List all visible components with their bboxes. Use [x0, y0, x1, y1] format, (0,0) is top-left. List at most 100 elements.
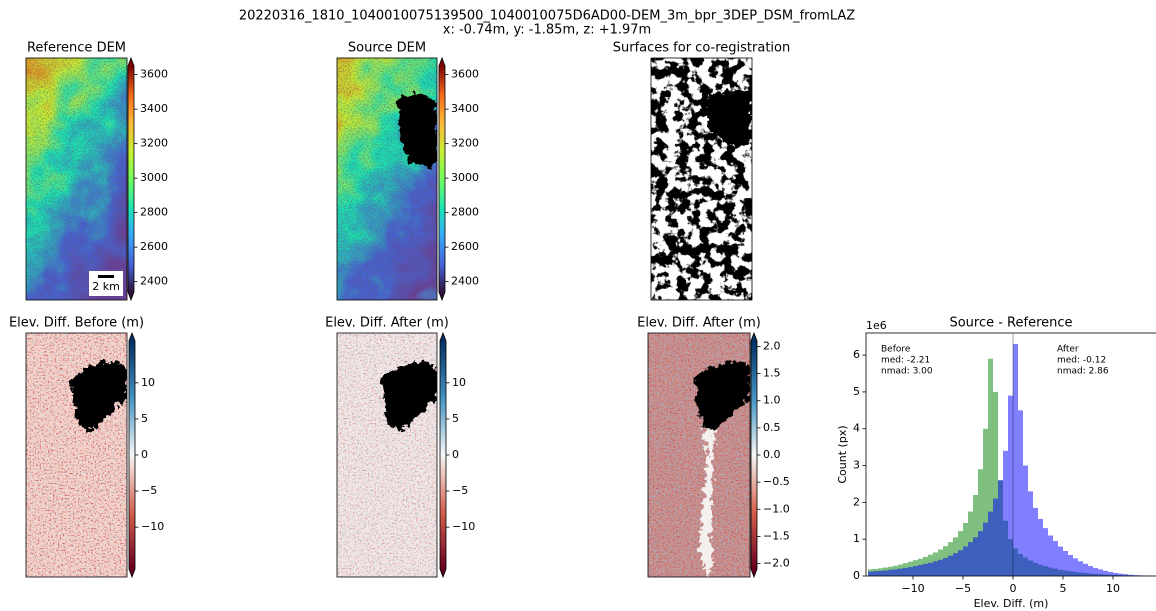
colorbar-tick-label: −5	[141, 484, 157, 497]
histogram-bar	[903, 567, 908, 576]
nodata	[695, 362, 750, 433]
mask-blob	[707, 90, 752, 146]
image	[26, 333, 127, 577]
histogram-bar	[1033, 507, 1038, 576]
x-tick-label: −10	[901, 582, 924, 595]
histogram-bar	[998, 480, 1003, 576]
histogram-bar	[983, 428, 988, 576]
colorbar-extend	[128, 292, 134, 300]
colorbar-tick-label: −1.5	[763, 529, 790, 542]
y-axis-label: Count (px)	[836, 425, 849, 483]
histogram-bar	[1103, 570, 1108, 576]
colorbar-tick-label: 5	[452, 412, 459, 425]
histogram-bar	[933, 561, 938, 576]
colorbar-tick-label: 2.0	[763, 339, 781, 352]
image-frame	[336, 332, 438, 578]
dem-shade	[337, 58, 437, 300]
colorbar-frame	[438, 56, 446, 302]
histogram-bar	[948, 555, 953, 576]
histogram-bar	[883, 570, 888, 576]
plot-area	[868, 333, 1153, 576]
histogram-bar	[908, 567, 913, 576]
colorbar-extend	[439, 58, 445, 66]
x-tick-label: 10	[1106, 582, 1120, 595]
colorbar	[440, 341, 446, 569]
annotation: med: -2.21	[881, 356, 930, 366]
annotation: Before	[881, 345, 911, 355]
colorbar-tick-label: 3600	[451, 68, 479, 81]
annotation: nmad: 3.00	[881, 367, 933, 377]
y-tick-label: 1	[853, 532, 860, 545]
colorbar-tick-label: −10	[141, 520, 164, 533]
colorbar-tick-label: 0	[452, 448, 459, 461]
y-tick-label: 0	[853, 569, 860, 582]
nodata	[382, 362, 437, 433]
scalebar	[98, 275, 114, 278]
histogram-bar	[988, 358, 993, 576]
colorbar-extend	[439, 292, 445, 300]
histogram-bar	[1048, 535, 1053, 576]
axes-frame	[865, 332, 1156, 577]
histogram-bar	[978, 469, 983, 576]
image	[26, 58, 127, 300]
colorbar-extend	[129, 333, 135, 341]
histogram-bar	[893, 569, 898, 576]
colorbar-tick-label: 2800	[451, 206, 479, 219]
colorbar-tick-label: −5	[452, 484, 468, 497]
histogram-bar	[1133, 575, 1138, 576]
histogram-bar	[1093, 567, 1098, 576]
y-tick-label: 4	[853, 422, 860, 435]
panel-title: Elev. Diff. After (m)	[325, 316, 449, 331]
colorbar-extend	[440, 569, 446, 577]
colorbar-tick-label: −10	[452, 520, 475, 533]
colorbar-tick-label: 1.0	[763, 394, 781, 407]
histogram-bar	[888, 569, 893, 576]
histogram-bar	[898, 568, 903, 576]
y-tick-label: 2	[853, 495, 860, 508]
colorbar-tick-label: 3400	[140, 102, 168, 115]
colorbar-tick-label: 1.5	[763, 367, 781, 380]
diff-light	[699, 423, 715, 573]
histogram-bar	[1118, 573, 1123, 576]
annotation: nmad: 2.86	[1057, 367, 1109, 377]
histogram-bar	[1063, 550, 1068, 576]
histogram-bar	[918, 564, 923, 576]
colorbar-tick-label: 5	[141, 412, 148, 425]
dem-shade	[26, 58, 127, 300]
image-frame	[650, 57, 753, 301]
histogram-bar	[1123, 574, 1128, 576]
histogram-bar	[1078, 561, 1083, 576]
histogram-bar	[963, 546, 968, 576]
histogram-bar	[1098, 569, 1103, 576]
histogram-bar	[953, 553, 958, 576]
colorbar-frame	[128, 331, 136, 579]
figure-subtitle: x: -0.74m, y: -1.85m, z: +1.97m	[443, 23, 651, 38]
x-tick-label: 0	[1010, 582, 1017, 595]
x-tick-label: 5	[1060, 582, 1067, 595]
histogram-bar	[983, 522, 988, 576]
image-frame	[647, 332, 751, 578]
histogram-bar	[1023, 465, 1028, 576]
histogram-bar	[1053, 541, 1058, 576]
colorbar-tick-label: 0	[141, 448, 148, 461]
histogram-bar	[958, 550, 963, 576]
image-frame	[25, 57, 128, 301]
y-tick-label: 6	[853, 348, 860, 361]
histogram-bar	[1068, 555, 1073, 576]
x-axis-label: Elev. Diff. (m)	[974, 597, 1049, 610]
histogram-bar	[1083, 563, 1088, 576]
colorbar	[129, 341, 135, 569]
colorbar-tick-label: −1.0	[763, 502, 790, 515]
annotation: med: -0.12	[1057, 356, 1106, 366]
histogram-bar	[1013, 344, 1018, 576]
panel-title: Reference DEM	[27, 41, 126, 56]
histogram-bar	[1043, 528, 1048, 576]
figure-title: 20220316_1810_1040010075139500_104001007…	[239, 9, 855, 24]
annotation: After	[1057, 345, 1079, 355]
histogram-bar	[1028, 491, 1033, 576]
colorbar-tick-label: 3400	[451, 102, 479, 115]
histogram-bar	[1108, 571, 1113, 576]
image	[648, 333, 750, 577]
image	[651, 58, 752, 300]
nodata	[397, 94, 437, 166]
